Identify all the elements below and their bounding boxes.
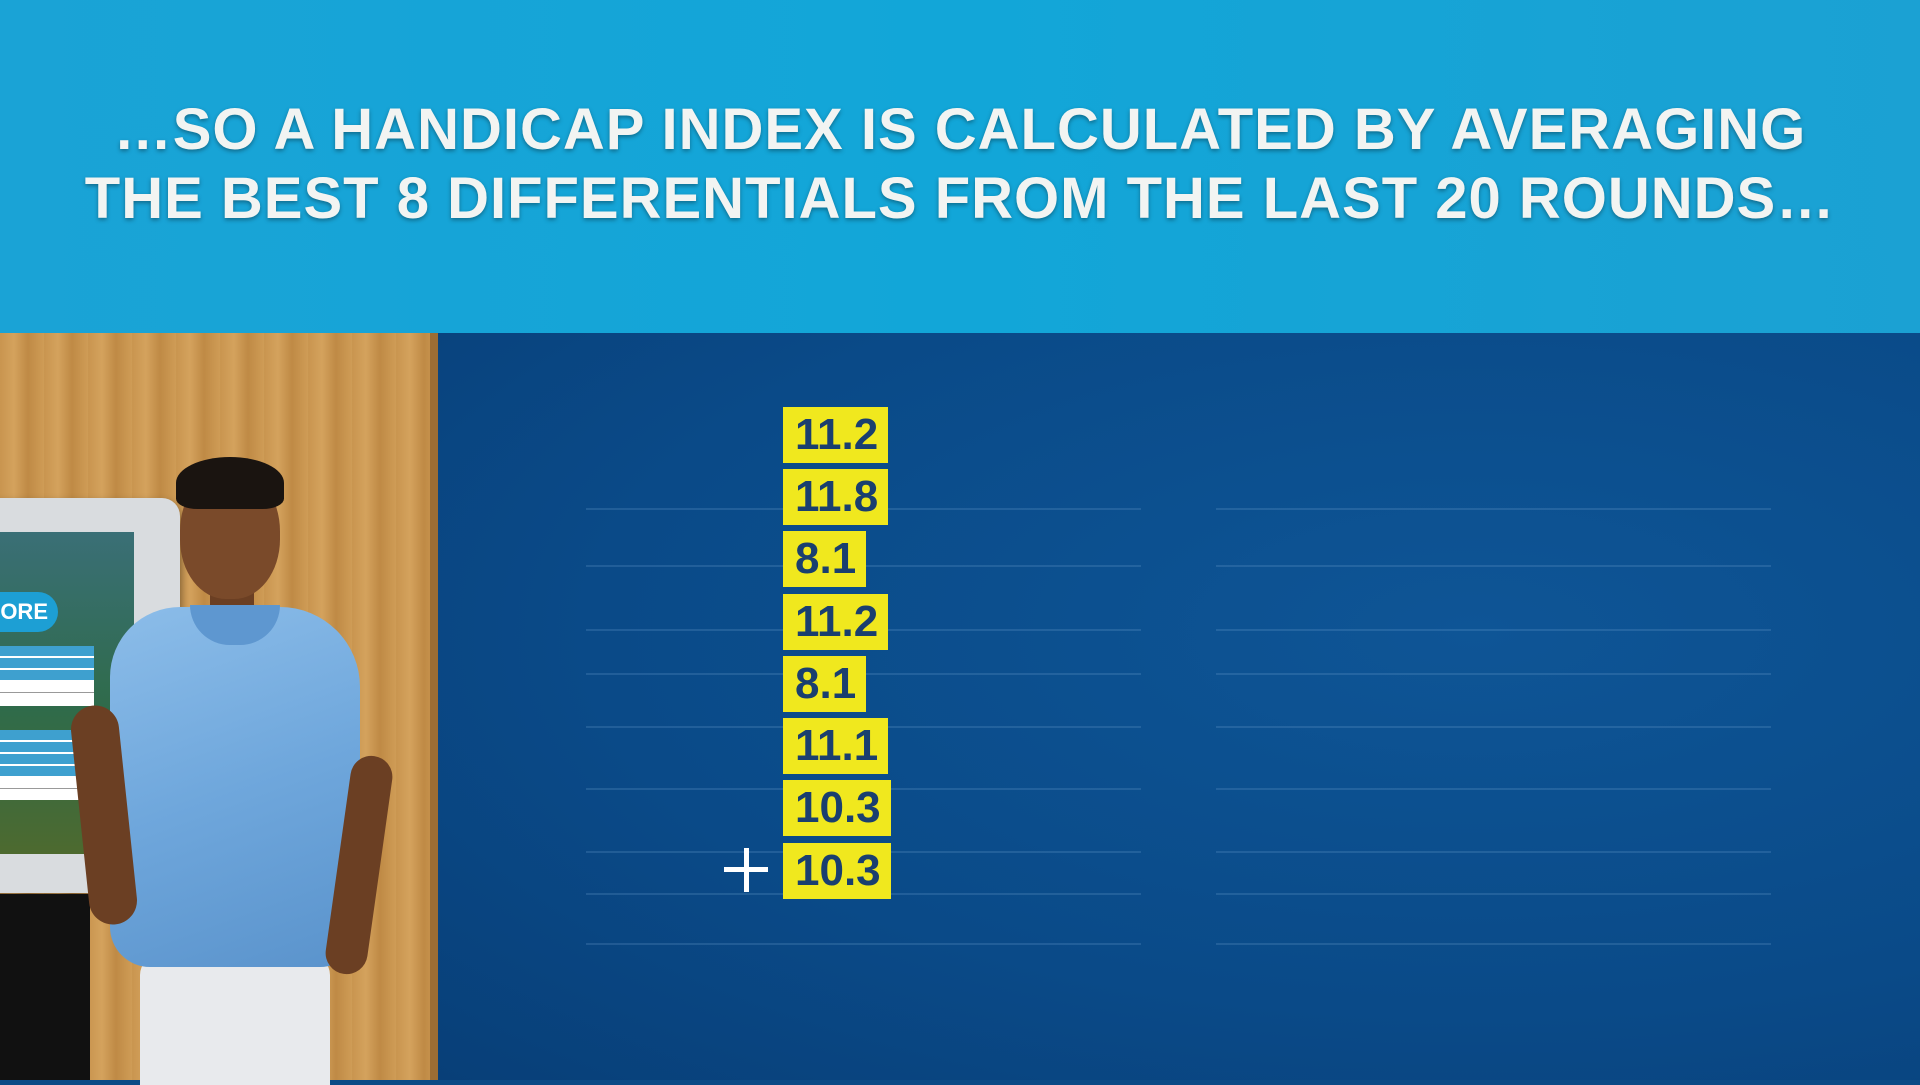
kiosk-stand [0, 894, 90, 1080]
kiosk-score-button: ORE [0, 592, 58, 632]
title-banner: …SO A HANDICAP INDEX IS CALCULATED BY AV… [0, 0, 1920, 333]
differential-value: 10.3 [783, 780, 891, 836]
board-rule [1216, 851, 1771, 853]
board-rule [1216, 726, 1771, 728]
kiosk-screen: ORE [0, 532, 134, 854]
board-rule [1216, 673, 1771, 675]
character-shirt [110, 607, 360, 967]
banner-line-2: THE BEST 8 DIFFERENTIALS FROM THE LAST 2… [84, 166, 1836, 231]
differential-value: 10.3 [783, 843, 891, 899]
board-rule [586, 943, 1141, 945]
golfer-character [68, 455, 400, 1085]
board-rule [1216, 943, 1771, 945]
board-rule [1216, 788, 1771, 790]
differential-value: 8.1 [783, 531, 867, 587]
plus-sign-icon [724, 848, 768, 892]
board-rule [1216, 565, 1771, 567]
banner-line-1: …SO A HANDICAP INDEX IS CALCULATED BY AV… [113, 97, 1807, 162]
scorecard-front-nine [0, 646, 94, 706]
differential-value: 11.2 [783, 407, 889, 463]
differential-value: 8.1 [783, 656, 867, 712]
character-pants [140, 955, 330, 1085]
chalkboard-panel [438, 333, 1920, 1080]
differential-value: 11.8 [783, 469, 889, 525]
board-rule [1216, 508, 1771, 510]
board-rule [1216, 629, 1771, 631]
differential-value: 11.1 [783, 718, 889, 774]
character-hair [176, 457, 284, 509]
differential-value: 11.2 [783, 594, 889, 650]
board-rule [1216, 893, 1771, 895]
